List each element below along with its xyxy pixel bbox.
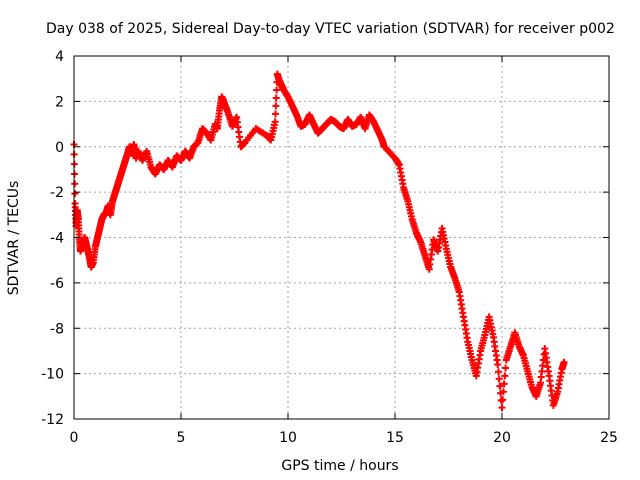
y-tick-label: 4: [55, 49, 64, 65]
data-point-marker: [495, 375, 503, 383]
x-tick-label: 10: [279, 430, 297, 446]
data-point-marker: [272, 110, 280, 118]
data-point-marker: [496, 382, 504, 390]
axis-ticks: 0 5 10 15 20 25 -12 -10 -8 -6 -4 -2 0 2 4: [41, 49, 618, 446]
x-tick-label: 20: [493, 430, 511, 446]
y-tick-label: -4: [50, 231, 64, 247]
data-series: [70, 70, 568, 412]
data-point-marker: [560, 358, 568, 366]
y-tick-label: -12: [41, 412, 64, 428]
data-point-marker: [272, 102, 280, 110]
y-tick-label: -6: [50, 276, 64, 292]
data-point-marker: [494, 361, 502, 369]
chart-title: Day 038 of 2025, Sidereal Day-to-day VTE…: [46, 21, 615, 37]
data-point-marker: [71, 180, 79, 188]
data-point-marker: [501, 372, 509, 380]
data-point-marker: [272, 94, 280, 102]
data-point-marker: [273, 86, 281, 94]
x-tick-label: 5: [177, 430, 186, 446]
data-point-marker: [502, 364, 510, 372]
data-point-marker: [498, 404, 506, 412]
data-point-marker: [71, 190, 79, 198]
y-tick-label: 0: [55, 140, 64, 156]
y-tick-label: -10: [41, 367, 64, 383]
x-tick-label: 25: [600, 430, 618, 446]
data-points: [70, 70, 568, 412]
x-tick-label: 0: [70, 430, 79, 446]
data-point-marker: [494, 368, 502, 376]
y-tick-label: -8: [50, 321, 64, 337]
y-axis-label: SDTVAR / TECUs: [6, 181, 22, 296]
data-point-marker: [271, 118, 279, 126]
y-tick-label: -2: [50, 185, 64, 201]
y-tick-label: 2: [55, 94, 64, 110]
data-point-marker: [500, 380, 508, 388]
x-axis-label: GPS time / hours: [281, 458, 398, 474]
data-point-marker: [499, 388, 507, 396]
grid-lines: [74, 56, 609, 419]
x-tick-label: 15: [386, 430, 404, 446]
data-point-marker: [499, 396, 507, 404]
data-point-marker: [71, 170, 79, 178]
